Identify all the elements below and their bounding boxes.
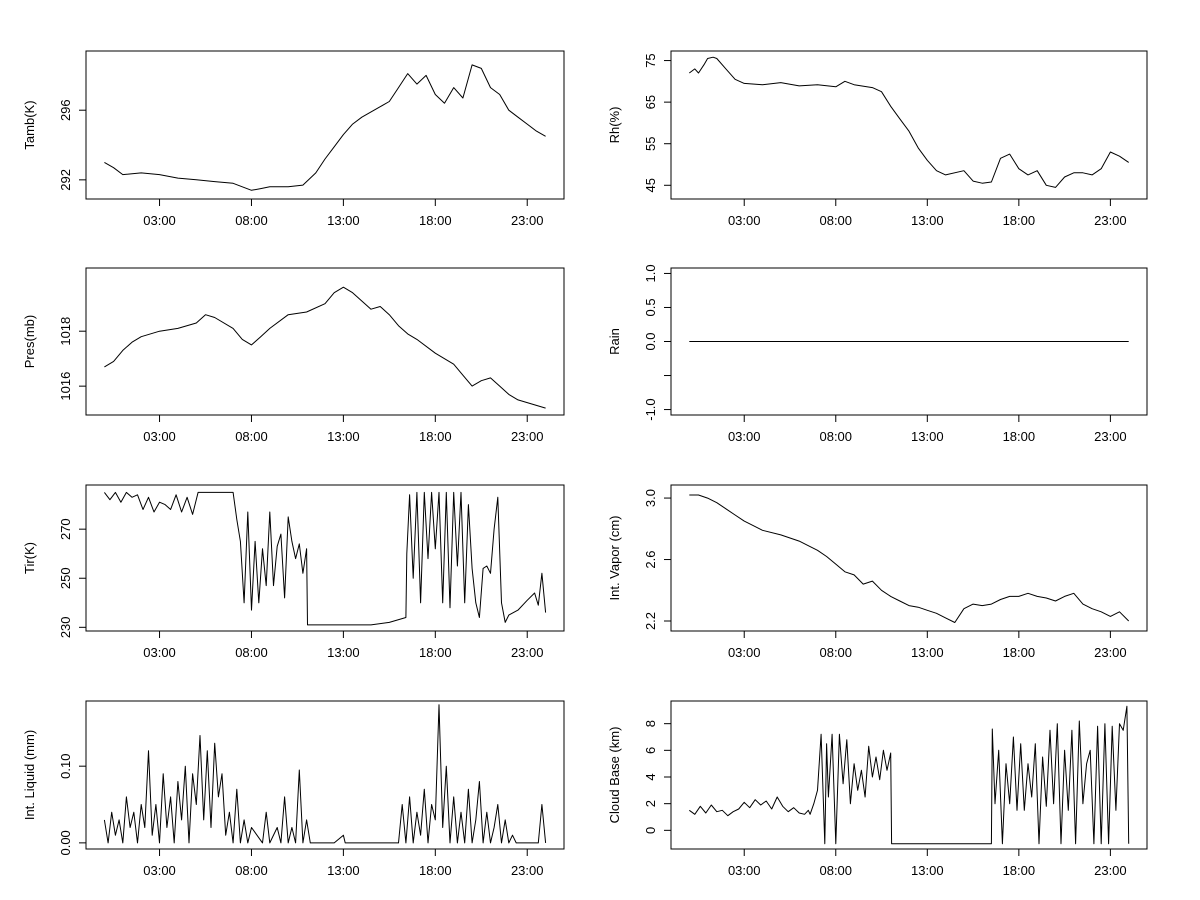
panel-int-vapor: 2.2 2.6 3.0 03:00 08:00 13:00 18:00 23:00 Int. V… <box>607 484 1148 660</box>
y-axis-title-tamb: Tamb(K) <box>22 100 37 149</box>
x-tick-label-tamb: 23:00 <box>511 213 544 228</box>
y-tick-label-int-liquid: 0.10 <box>58 754 73 779</box>
y-tick-label-rh: 65 <box>643 95 658 109</box>
y-tick-label-int-liquid: 0.00 <box>58 830 73 855</box>
x-tick-label-cloud-base: 13:00 <box>911 863 944 878</box>
x-tick-label-int-vapor: 03:00 <box>728 645 761 660</box>
x-tick-label-pres: 13:00 <box>327 429 360 444</box>
y-tick-label-int-vapor: 2.6 <box>643 550 658 568</box>
y-axis-title-rh: Rh(%) <box>607 107 622 144</box>
y-axis-title-int-vapor: Int. Vapor (cm) <box>607 515 622 600</box>
y-tick-label-tir: 270 <box>58 518 73 540</box>
y-tick-label-pres: 1018 <box>58 317 73 346</box>
x-tick-label-tir: 13:00 <box>327 645 360 660</box>
series-line-int-liquid <box>103 704 547 844</box>
x-tick-label-rh: 13:00 <box>911 213 944 228</box>
x-tick-label-rh: 08:00 <box>819 213 852 228</box>
x-tick-label-int-liquid: 08:00 <box>235 863 268 878</box>
y-tick-label-tamb: 292 <box>58 169 73 191</box>
x-tick-label-int-liquid: 13:00 <box>327 863 360 878</box>
y-tick-label-cloud-base: 0 <box>643 827 658 834</box>
y-axis-title-int-liquid: Int. Liquid (mm) <box>22 730 37 820</box>
y-tick-label-tamb: 296 <box>58 99 73 121</box>
y-tick-label-cloud-base: 8 <box>643 720 658 727</box>
x-tick-label-tamb: 13:00 <box>327 213 360 228</box>
y-tick-label-rain: 0.5 <box>643 298 658 316</box>
x-tick-label-int-vapor: 13:00 <box>911 645 944 660</box>
series-line-tamb <box>104 64 546 191</box>
y-tick-label-rh: 55 <box>643 136 658 150</box>
panel-pres: 1016 1018 03:00 08:00 13:00 18:00 23:00 Pres(mb… <box>22 267 565 444</box>
x-tick-label-tir: 23:00 <box>511 645 544 660</box>
y-tick-label-rh: 45 <box>643 178 658 192</box>
x-tick-label-rh: 23:00 <box>1094 213 1127 228</box>
x-tick-label-tamb: 08:00 <box>235 213 268 228</box>
series-line-tir <box>104 491 547 626</box>
y-axis-title-pres: Pres(mb) <box>22 315 37 368</box>
y-tick-label-tir: 230 <box>58 616 73 638</box>
x-tick-label-pres: 18:00 <box>419 429 452 444</box>
x-tick-label-rain: 23:00 <box>1094 429 1127 444</box>
y-tick-label-rain: -1.0 <box>643 398 658 420</box>
x-tick-label-pres: 03:00 <box>143 429 176 444</box>
y-tick-label-rh: 75 <box>643 53 658 67</box>
x-tick-label-tamb: 03:00 <box>143 213 176 228</box>
panel-rh: 45 55 65 75 03:00 08:00 13:00 18:00 23:00 Rh(%) <box>607 50 1148 228</box>
y-axis-title-rain: Rain <box>607 328 622 355</box>
x-tick-label-rain: 18:00 <box>1003 429 1036 444</box>
x-tick-label-int-liquid: 23:00 <box>511 863 544 878</box>
panel-int-liquid: 0.00 0.10 03:00 08:00 13:00 18:00 23:00 Int. Li… <box>22 700 565 878</box>
y-axis-title-tir: Tir(K) <box>22 542 37 574</box>
y-tick-label-pres: 1016 <box>58 372 73 401</box>
x-tick-label-int-vapor: 08:00 <box>819 645 852 660</box>
x-tick-label-int-vapor: 23:00 <box>1094 645 1127 660</box>
y-tick-label-cloud-base: 6 <box>643 747 658 754</box>
x-tick-label-rain: 08:00 <box>819 429 852 444</box>
panel-rain: -1.0 0.0 0.5 1.0 03:00 08:00 13:00 18:00 23:00 Ra… <box>607 264 1148 444</box>
panel-cloud-base: 0 2 4 6 8 03:00 08:00 13:00 18:00 23:00 Cloud Base… <box>607 700 1148 878</box>
x-tick-label-tir: 03:00 <box>143 645 176 660</box>
x-tick-label-cloud-base: 08:00 <box>819 863 852 878</box>
series-line-rh <box>689 56 1129 188</box>
x-tick-label-int-liquid: 03:00 <box>143 863 176 878</box>
panel-tamb: 292 296 03:00 08:00 13:00 18:00 23:00 Tamb(K) <box>22 50 565 228</box>
x-tick-label-pres: 08:00 <box>235 429 268 444</box>
panel-tir: 230 250 270 03:00 08:00 13:00 18:00 23:00 Tir(K) <box>22 484 565 660</box>
y-tick-label-int-vapor: 3.0 <box>643 489 658 507</box>
x-tick-label-tir: 08:00 <box>235 645 268 660</box>
x-tick-label-cloud-base: 18:00 <box>1003 863 1036 878</box>
x-tick-label-rh: 03:00 <box>728 213 761 228</box>
y-tick-label-cloud-base: 2 <box>643 800 658 807</box>
x-tick-label-cloud-base: 03:00 <box>728 863 761 878</box>
series-line-cloud-base <box>689 705 1130 845</box>
y-tick-label-rain: 0.0 <box>643 332 658 350</box>
x-tick-label-rain: 13:00 <box>911 429 944 444</box>
y-tick-label-tir: 250 <box>58 567 73 589</box>
x-tick-label-cloud-base: 23:00 <box>1094 863 1127 878</box>
y-tick-label-int-vapor: 2.2 <box>643 612 658 630</box>
series-line-pres <box>104 286 546 409</box>
x-tick-label-tamb: 18:00 <box>419 213 452 228</box>
x-tick-label-int-liquid: 18:00 <box>419 863 452 878</box>
series-line-int-vapor <box>689 494 1130 623</box>
x-tick-label-rain: 03:00 <box>728 429 761 444</box>
y-tick-label-rain: 1.0 <box>643 264 658 282</box>
x-tick-label-pres: 23:00 <box>511 429 544 444</box>
y-axis-title-cloud-base: Cloud Base (km) <box>607 727 622 824</box>
x-tick-label-int-vapor: 18:00 <box>1003 645 1036 660</box>
y-tick-label-cloud-base: 4 <box>643 773 658 780</box>
x-tick-label-rh: 18:00 <box>1003 213 1036 228</box>
x-tick-label-tir: 18:00 <box>419 645 452 660</box>
